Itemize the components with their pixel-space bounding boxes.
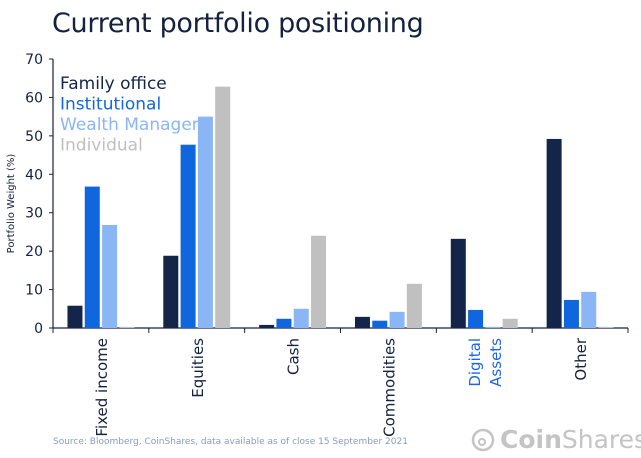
y-tick-label: 0 — [34, 321, 43, 337]
bar-wealth-manager — [293, 308, 309, 328]
y-tick-label: 20 — [25, 244, 43, 260]
bar-institutional — [180, 144, 196, 328]
bar-individual — [598, 326, 614, 328]
legend-entry: Institutional — [60, 95, 161, 115]
bar-family-office — [259, 324, 275, 328]
source-note: Source: Bloomberg, CoinShares, data avai… — [53, 437, 408, 447]
page-title: Current portfolio positioning — [52, 8, 424, 39]
x-category-label: Fixed income — [93, 338, 111, 437]
x-category-label: Equities — [189, 338, 207, 398]
y-tick-label: 50 — [25, 129, 43, 145]
bar-wealth-manager — [197, 116, 213, 329]
bar-family-office — [354, 316, 370, 328]
bar-wealth-manager — [581, 291, 597, 328]
bar-institutional — [84, 186, 100, 328]
x-category-label: Assets — [487, 338, 505, 387]
bar-individual — [311, 235, 327, 328]
bar-institutional — [468, 309, 484, 328]
coinshares-logo-icon — [471, 428, 495, 452]
bar-individual — [406, 283, 422, 328]
bar-institutional — [372, 320, 388, 328]
bar-family-office — [163, 255, 179, 328]
bar-institutional — [563, 299, 579, 328]
bar-family-office — [450, 238, 466, 328]
x-category-label: Commodities — [380, 338, 398, 437]
bar-family-office — [546, 138, 562, 328]
x-category-label: Cash — [285, 338, 303, 375]
coinshares-logo: CoinShares — [470, 425, 641, 455]
legend-entry: Individual — [60, 136, 143, 156]
bar-individual — [502, 318, 518, 328]
y-tick-label: 60 — [25, 90, 43, 106]
x-category-label: Digital — [466, 338, 484, 387]
bar-family-office — [67, 305, 83, 328]
bar-individual — [215, 86, 231, 328]
bar-wealth-manager — [485, 326, 501, 328]
bar-institutional — [276, 318, 292, 328]
y-tick-label: 10 — [25, 283, 43, 299]
y-tick-label: 40 — [25, 167, 43, 183]
bar-individual — [119, 326, 135, 328]
legend-entry: Wealth Manager — [60, 115, 199, 135]
bar-wealth-manager — [102, 225, 118, 328]
x-category-label: Other — [572, 337, 590, 380]
y-axis-title: Portfolio Weight (%) — [6, 154, 17, 254]
y-tick-label: 30 — [25, 206, 43, 222]
legend-entry: Family office — [60, 74, 167, 94]
y-tick-label: 70 — [25, 52, 43, 68]
bar-wealth-manager — [389, 311, 405, 328]
